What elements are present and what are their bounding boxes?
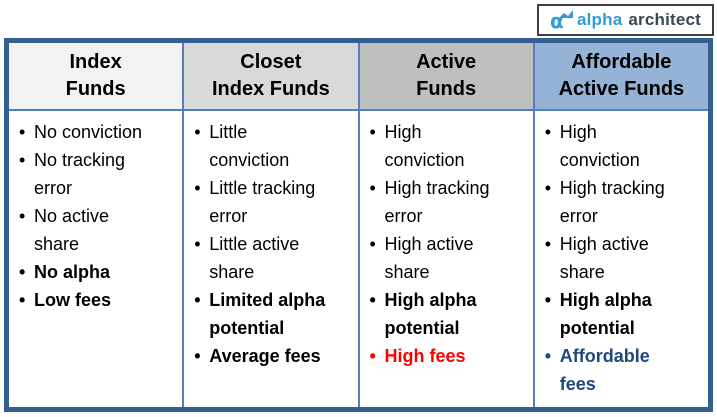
- alpha-architect-logo: α alpha architect: [537, 4, 714, 36]
- bullet-icon: •: [369, 178, 376, 198]
- list-item-text: High tracking error: [384, 178, 490, 226]
- list-item-text: Little active share: [209, 234, 300, 282]
- bullet-icon: •: [544, 178, 552, 198]
- bullet-icon: •: [194, 178, 201, 198]
- column-body: • Little conviction • Little tracking er…: [184, 111, 358, 407]
- list-item-text: High active share: [559, 234, 649, 282]
- fund-column-2: Closet Index Funds • Little conviction •…: [184, 43, 360, 407]
- logo-text-alpha: alpha: [576, 10, 623, 29]
- list-item: • Little tracking error: [194, 174, 353, 230]
- list-item-text: High alpha potential: [559, 290, 652, 338]
- bullet-icon: •: [194, 290, 201, 310]
- fund-column-4: Affordable Active Funds • High convictio…: [534, 43, 708, 407]
- list-item: • Little active share: [194, 230, 353, 286]
- bullet-icon: •: [369, 234, 376, 254]
- list-item: • High conviction: [545, 118, 704, 174]
- bullet-icon: •: [544, 290, 552, 310]
- list-item-text: Little conviction: [209, 122, 290, 170]
- list-item-text: Affordable fees: [559, 346, 650, 394]
- list-item: • High tracking error: [370, 174, 529, 230]
- list-item: • Little conviction: [194, 118, 353, 174]
- list-item: • No alpha: [19, 258, 178, 286]
- list-item: • No active share: [19, 202, 178, 258]
- bullet-icon: •: [19, 290, 26, 310]
- column-header-3: Active Funds: [359, 43, 533, 111]
- bullet-icon: •: [194, 234, 201, 254]
- list-item: • High fees: [370, 342, 529, 370]
- list-item: • High alpha potential: [545, 286, 704, 342]
- list-item-text: No conviction: [34, 122, 143, 142]
- list-item: • High active share: [545, 230, 704, 286]
- bullet-icon: •: [544, 234, 552, 254]
- list-item: • Low fees: [19, 286, 178, 314]
- list-item: • High active share: [370, 230, 529, 286]
- bullet-icon: •: [544, 122, 552, 142]
- list-item-text: No alpha: [34, 262, 111, 282]
- bullet-icon: •: [369, 290, 376, 310]
- fund-column-3: Active Funds • High conviction • High tr…: [359, 43, 535, 407]
- fund-comparison-table: Index Funds • No conviction • No trackin…: [4, 38, 713, 412]
- list-item-text: Average fees: [209, 346, 321, 366]
- logo-text-architect: architect: [628, 10, 702, 29]
- list-item-text: High conviction: [559, 122, 640, 170]
- list-item: • No conviction: [19, 118, 178, 146]
- bullet-icon: •: [194, 346, 201, 366]
- list-item-text: High conviction: [384, 122, 465, 170]
- list-item: • Average fees: [194, 342, 353, 370]
- list-item: • High tracking error: [545, 174, 704, 230]
- list-item-text: Limited alpha potential: [209, 290, 326, 338]
- bullet-icon: •: [369, 122, 376, 142]
- column-body: • High conviction • High tracking error …: [359, 111, 533, 407]
- bullet-icon: •: [19, 262, 26, 282]
- list-item-text: Little tracking error: [209, 178, 316, 226]
- svg-text:α: α: [550, 9, 564, 31]
- bullet-icon: •: [19, 150, 26, 170]
- list-item-text: No tracking error: [34, 150, 126, 198]
- list-item: • High conviction: [370, 118, 529, 174]
- list-item-text: High tracking error: [559, 178, 665, 226]
- bullet-icon: •: [19, 122, 26, 142]
- list-item-text: High active share: [384, 234, 474, 282]
- list-item: • No tracking error: [19, 146, 178, 202]
- bullet-icon: •: [369, 346, 376, 366]
- bullet-icon: •: [194, 122, 201, 142]
- list-item-text: No active share: [34, 206, 110, 254]
- column-header-4: Affordable Active Funds: [534, 43, 708, 111]
- list-item: • Limited alpha potential: [194, 286, 353, 342]
- column-header-1: Index Funds: [9, 43, 183, 111]
- list-item-text: Low fees: [34, 290, 112, 310]
- list-item: • High alpha potential: [370, 286, 529, 342]
- list-item: • Affordable fees: [545, 342, 704, 398]
- column-body: • No conviction • No tracking error • No…: [9, 111, 183, 407]
- alpha-architect-logo-icon: α: [550, 9, 573, 31]
- bullet-icon: •: [19, 206, 26, 226]
- column-header-2: Closet Index Funds: [184, 43, 358, 111]
- column-body: • High conviction • High tracking error …: [534, 111, 708, 407]
- list-item-text: High fees: [384, 346, 466, 366]
- fund-column-1: Index Funds • No conviction • No trackin…: [9, 43, 185, 407]
- bullet-icon: •: [544, 346, 552, 366]
- list-item-text: High alpha potential: [384, 290, 477, 338]
